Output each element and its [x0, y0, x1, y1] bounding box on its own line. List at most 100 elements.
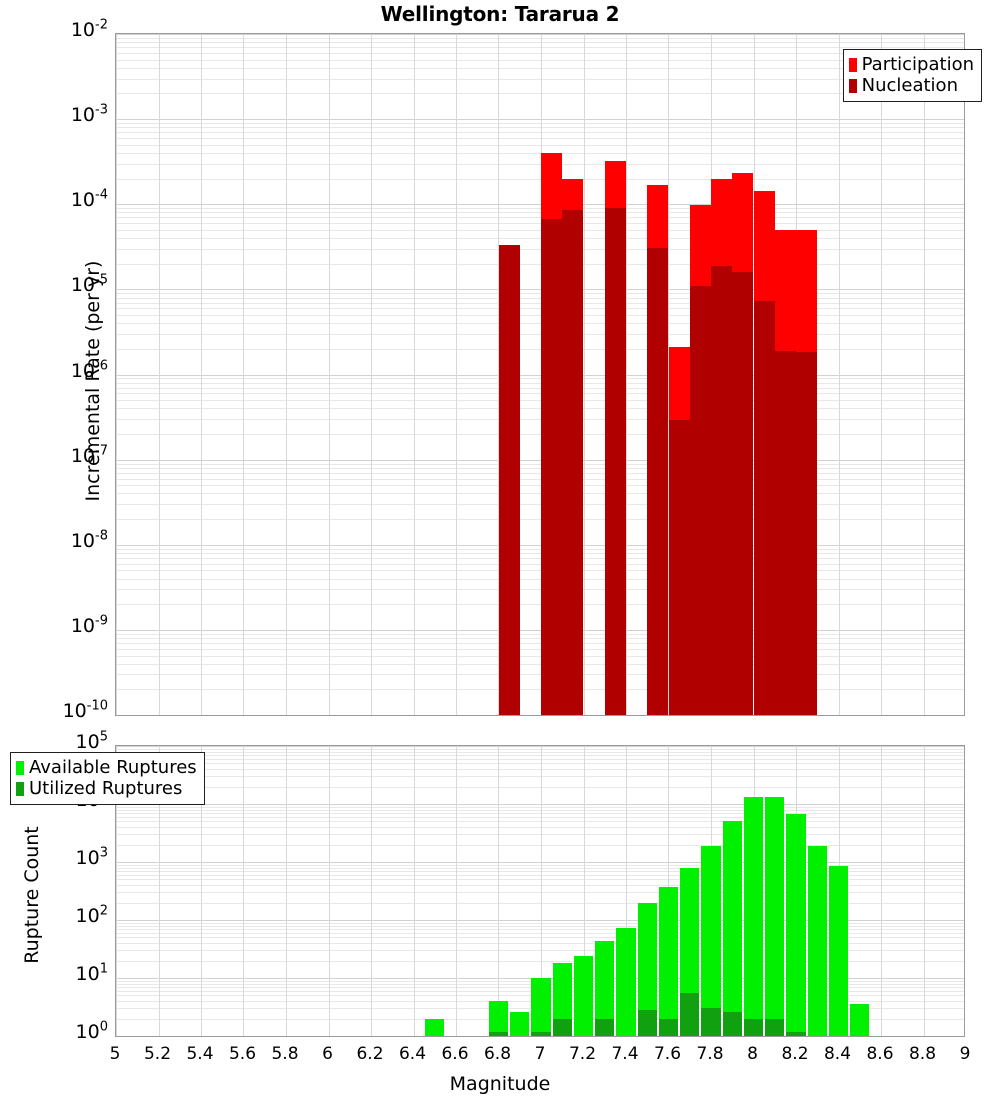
bar-nucleation: [732, 272, 754, 715]
bar-available-ruptures: [786, 813, 806, 1036]
bar-available-ruptures: [425, 1018, 445, 1036]
x-tick-label: 5.4: [186, 1044, 214, 1064]
x-tick-label: 6.8: [483, 1044, 512, 1064]
gridline-h: [116, 813, 964, 814]
gridline-h: [116, 164, 964, 165]
bar-nucleation: [498, 245, 520, 715]
legend-label-available-ruptures: Available Ruptures: [29, 757, 197, 778]
gridline-h: [116, 93, 964, 94]
bar-utilized-ruptures: [743, 1018, 764, 1036]
gridline-h: [116, 34, 964, 35]
gridline-h: [116, 937, 964, 938]
gridline-h: [116, 926, 964, 927]
gridline-h: [116, 787, 964, 788]
y-tick-label: 105: [75, 729, 108, 753]
legend-item-utilized-ruptures[interactable]: Utilized Ruptures: [16, 778, 197, 799]
rupture-count-plot: [115, 745, 965, 1037]
bar-nucleation: [796, 351, 818, 715]
x-tick-label: 8.2: [781, 1044, 809, 1064]
gridline-h: [116, 485, 964, 486]
gridline-h: [116, 145, 964, 146]
gridline-h: [116, 875, 964, 876]
gridline-h: [116, 892, 964, 893]
gridline-h: [116, 564, 964, 565]
gridline-v: [371, 746, 372, 1036]
gridline-h: [116, 132, 964, 133]
x-tick-label: 6: [322, 1044, 333, 1064]
bar-available-ruptures: [722, 821, 742, 1036]
gridline-h: [116, 589, 964, 590]
y-tick-label: 101: [75, 961, 108, 985]
x-tick-label: 6.4: [398, 1044, 427, 1064]
gridline-h: [116, 123, 964, 124]
y-tick-label: 10-3: [70, 102, 108, 127]
gridline-h: [116, 208, 964, 209]
bottom-legend: Available Ruptures Utilized Ruptures: [10, 752, 205, 806]
legend-label-nucleation: Nucleation: [861, 75, 958, 97]
gridline-v: [116, 34, 117, 715]
gridline-h: [116, 504, 964, 505]
gridline-v: [881, 746, 882, 1036]
gridline-h: [116, 519, 964, 520]
gridline-v: [626, 746, 627, 1036]
gridline-v: [924, 34, 925, 715]
gridline-v: [924, 746, 925, 1036]
gridline-h: [116, 264, 964, 265]
x-tick-label: 7.2: [568, 1044, 597, 1064]
gridline-h: [116, 715, 964, 716]
gridline-h: [116, 865, 964, 866]
bar-available-ruptures: [658, 887, 679, 1036]
bottom-y-axis-label: Rupture Count: [21, 826, 43, 964]
gridline-v: [329, 746, 330, 1036]
legend-label-participation: Participation: [861, 54, 974, 75]
gridline-h: [116, 868, 964, 869]
x-tick-label: 7.6: [653, 1044, 682, 1064]
gridline-h: [116, 845, 964, 846]
gridline-h: [116, 315, 964, 316]
gridline-h: [116, 419, 964, 420]
top-legend: Participation Nucleation: [842, 49, 982, 103]
x-tick-label: 6.2: [356, 1044, 384, 1064]
gridline-h: [116, 549, 964, 550]
gridline-h: [116, 223, 964, 224]
y-tick-label: 10-8: [70, 528, 108, 552]
bar-utilized-ruptures: [552, 1018, 572, 1036]
gridline-h: [116, 674, 964, 675]
gridline-h: [116, 817, 964, 818]
gridline-h: [116, 408, 964, 409]
gridline-h: [116, 400, 964, 401]
x-axis-label: Magnitude: [449, 1073, 551, 1095]
gridline-h: [116, 545, 964, 546]
bar-utilized-ruptures: [765, 1018, 785, 1036]
gridline-h: [116, 238, 964, 239]
gridline-h: [116, 804, 964, 805]
bar-available-ruptures: [552, 963, 572, 1036]
bar-nucleation: [562, 209, 584, 715]
gridline-h: [116, 807, 964, 808]
bar-available-ruptures: [488, 1001, 509, 1036]
gridline-h: [116, 776, 964, 777]
legend-item-nucleation[interactable]: Nucleation: [848, 75, 974, 97]
gridline-h: [116, 434, 964, 435]
bar-utilized-ruptures: [658, 1018, 679, 1036]
gridline-h: [116, 923, 964, 924]
legend-item-participation[interactable]: Participation: [848, 54, 974, 75]
gridline-h: [116, 759, 964, 760]
gridline-h: [116, 79, 964, 80]
bar-nucleation: [711, 265, 733, 715]
y-tick-label: 102: [75, 903, 108, 927]
y-tick-label: 10-7: [70, 443, 108, 467]
gridline-h: [116, 879, 964, 880]
x-tick-label: 5.8: [271, 1044, 299, 1064]
top-y-axis-ticks: 10-2 10-3 10-4 10-5 10-6 10-7 10-8 10-9 10-10: [0, 0, 108, 721]
gridline-h: [116, 885, 964, 886]
bar-nucleation: [774, 350, 796, 715]
gridline-h: [116, 334, 964, 335]
bar-available-ruptures: [743, 797, 764, 1036]
page-title: Wellington: Tararua 2: [380, 2, 620, 26]
gridline-v: [243, 34, 244, 715]
gridline-h: [116, 834, 964, 835]
gridline-h: [116, 827, 964, 828]
gridline-h: [116, 570, 964, 571]
legend-item-available-ruptures[interactable]: Available Ruptures: [16, 757, 197, 778]
